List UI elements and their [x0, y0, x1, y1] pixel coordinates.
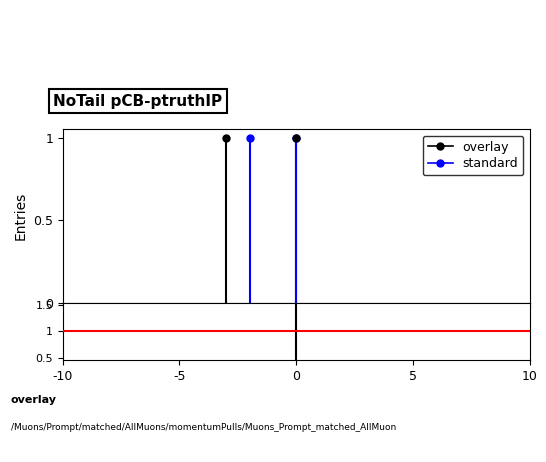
Text: NoTail pCB-ptruthIP: NoTail pCB-ptruthIP — [54, 94, 223, 109]
Text: overlay: overlay — [11, 395, 57, 405]
Text: /Muons/Prompt/matched/AllMuons/momentumPulls/Muons_Prompt_matched_AllMuon: /Muons/Prompt/matched/AllMuons/momentumP… — [11, 423, 396, 432]
Y-axis label: Entries: Entries — [14, 192, 27, 240]
Legend: overlay, standard: overlay, standard — [423, 136, 524, 176]
